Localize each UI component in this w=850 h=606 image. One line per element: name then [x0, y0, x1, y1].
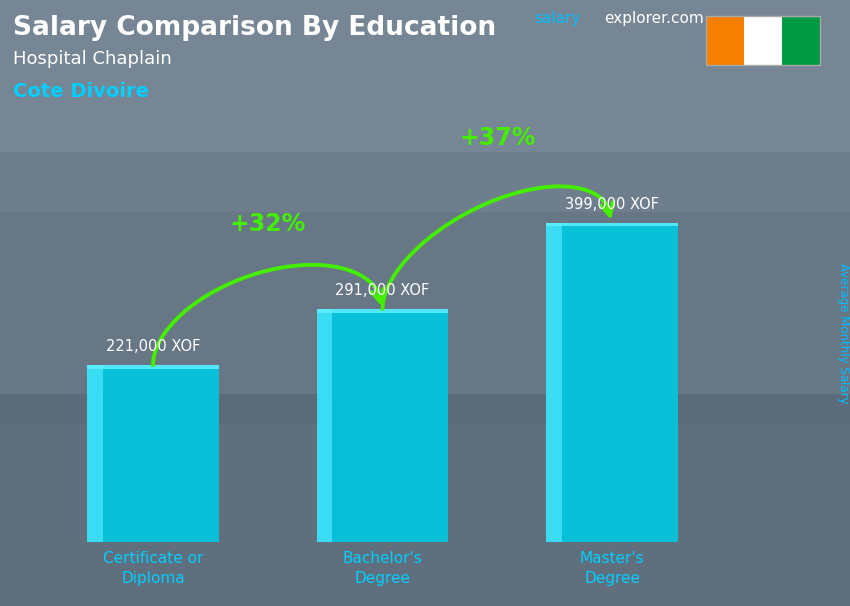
- Bar: [744, 16, 782, 65]
- Text: 221,000 XOF: 221,000 XOF: [105, 339, 201, 355]
- Bar: [0, 0, 850, 152]
- Bar: [706, 16, 820, 65]
- Bar: [316, 309, 449, 542]
- Text: 399,000 XOF: 399,000 XOF: [565, 197, 659, 211]
- Text: Master's
Degree: Master's Degree: [580, 551, 644, 586]
- Bar: [546, 222, 677, 542]
- Bar: [0, 212, 850, 424]
- Text: Hospital Chaplain: Hospital Chaplain: [13, 50, 172, 68]
- Text: Cote Divoire: Cote Divoire: [13, 82, 149, 101]
- Bar: [0, 394, 850, 606]
- Text: explorer.com: explorer.com: [604, 11, 704, 26]
- Bar: [782, 16, 820, 65]
- Text: salary: salary: [534, 11, 581, 26]
- Bar: [87, 365, 219, 369]
- Bar: [546, 222, 562, 542]
- Text: 291,000 XOF: 291,000 XOF: [336, 283, 429, 298]
- Bar: [316, 309, 332, 542]
- Bar: [87, 365, 103, 542]
- Text: Salary Comparison By Education: Salary Comparison By Education: [13, 15, 496, 41]
- Text: +37%: +37%: [459, 126, 536, 150]
- Bar: [87, 365, 219, 542]
- Bar: [546, 222, 677, 226]
- Bar: [706, 16, 744, 65]
- Text: Average Monthly Salary: Average Monthly Salary: [836, 263, 850, 404]
- Text: +32%: +32%: [230, 213, 306, 236]
- Bar: [316, 309, 449, 313]
- Text: Certificate or
Diploma: Certificate or Diploma: [103, 551, 203, 586]
- Text: Bachelor's
Degree: Bachelor's Degree: [343, 551, 422, 586]
